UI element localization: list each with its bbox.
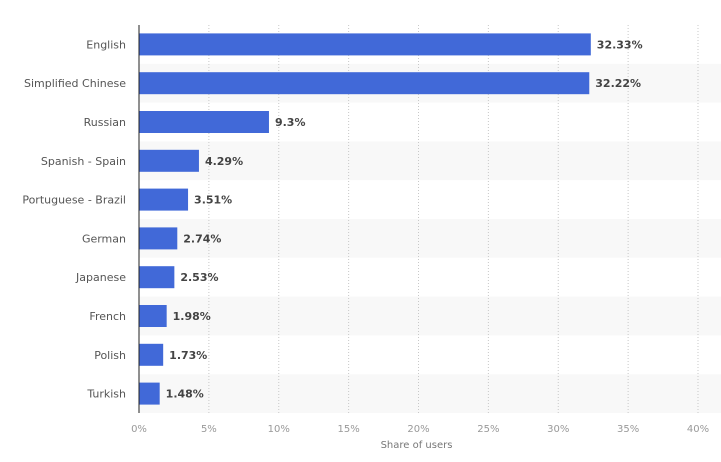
data-label: 2.53% [180,271,218,284]
row-band [139,296,721,336]
bar [139,382,160,405]
category-label: English [86,38,126,51]
x-tick-label: 10% [268,424,290,435]
category-label: Spanish - Spain [41,155,126,168]
bar [139,188,189,211]
category-label: Portuguese - Brazil [22,194,126,207]
data-label: 1.73% [169,349,207,362]
data-label: 32.33% [597,38,643,51]
bar [139,149,199,172]
category-label: Turkish [86,388,126,401]
row-band [139,374,721,413]
data-label: 3.51% [194,194,232,207]
row-band [139,141,721,181]
category-label: French [89,310,126,323]
data-label: 32.22% [595,77,641,90]
bar [139,33,591,56]
x-tick-label: 35% [617,424,639,435]
bar [139,72,590,95]
x-tick-label: 30% [547,424,569,435]
data-label: 4.29% [205,155,243,168]
category-label: Polish [94,349,126,362]
category-label: Russian [84,116,126,129]
x-axis-title: Share of users [381,440,453,451]
x-tick-label: 0% [131,424,147,435]
bar [139,305,167,327]
x-tick-label: 5% [201,424,217,435]
data-label: 1.48% [166,388,204,401]
x-tick-label: 40% [687,424,709,435]
row-band [139,219,721,258]
x-tick-label: 15% [338,424,360,435]
data-label: 9.3% [275,116,306,129]
category-label: Simplified Chinese [24,77,126,90]
bar [139,266,175,289]
x-tick-label: 25% [477,424,499,435]
category-label: Japanese [75,271,126,284]
bar [139,111,269,133]
bar [139,227,178,250]
data-label: 2.74% [183,232,221,245]
bar [139,343,164,366]
x-tick-label: 20% [407,424,429,435]
category-label: German [82,232,126,245]
data-label: 1.98% [173,310,211,323]
